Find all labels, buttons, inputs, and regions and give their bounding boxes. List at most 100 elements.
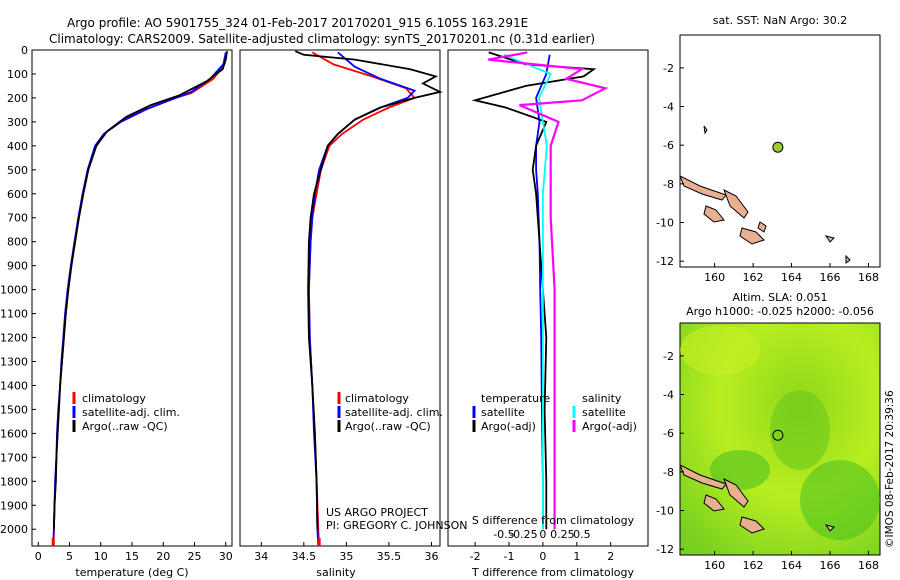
x-tick-label: -2 [470, 550, 481, 563]
x-tick-label: 2 [607, 550, 614, 563]
depth-tick-label: 1700 [0, 451, 28, 464]
depth-tick-label: 1900 [0, 499, 28, 512]
map-y-tick-label: -2 [663, 350, 674, 363]
map-y-tick-label: -4 [663, 101, 674, 114]
map-y-tick-label: -6 [663, 139, 674, 152]
depth-tick-label: 1500 [0, 403, 28, 416]
depth-tick-label: 200 [7, 92, 28, 105]
depth-tick-label: 700 [7, 212, 28, 225]
x-tick-label: 5 [66, 550, 73, 563]
depth-tick-label: 1100 [0, 308, 28, 321]
x-tick-label: 25 [188, 550, 202, 563]
temperature-series [51, 51, 228, 547]
depth-tick-label: 1000 [0, 284, 28, 297]
x-tick-label: 36 [424, 550, 438, 563]
float-position-marker [772, 429, 784, 441]
header-line-1: Argo profile: AO 5901755_324 01-Feb-2017… [67, 16, 528, 30]
x-tick-label: 30 [219, 550, 233, 563]
depth-tick-label: 1600 [0, 427, 28, 440]
series-line-argo [294, 50, 443, 530]
legend-label-satellite: satellite-adj. clim. [345, 406, 443, 419]
salinity-x-ticks: 34 34.5 35 35.5 36 [254, 542, 438, 563]
series-line-s-satellite [503, 53, 552, 530]
map-y-tick-label: -4 [663, 389, 674, 402]
salinity-diff-tick-label: -0.25 [509, 528, 537, 541]
salinity-diff-tick-label: -0.5 [493, 528, 514, 541]
sst-map-ticks: 160 162 164 166 168 -2 -4 -6 -8 -10 -12 [656, 62, 879, 284]
map-y-tick-label: -10 [656, 505, 674, 518]
sst-map: sat. SST: NaN Argo: 30.2 160 162 164 166 168… [656, 14, 881, 284]
series-line-t-satellite [535, 54, 551, 530]
x-tick-label: -1 [504, 550, 515, 563]
map-x-tick-label: 164 [781, 271, 802, 284]
salinity-diff-tick-label: 0 [539, 528, 546, 541]
map-x-tick-label: 168 [858, 271, 879, 284]
sla-map-ticks: 160 162 164 166 168 -2 -4 -6 -8 -10 -12 [656, 350, 879, 572]
legend-label-satellite: satellite-adj. clim. [82, 406, 180, 419]
map-x-tick-label: 164 [781, 559, 802, 572]
x-tick-label: 35.5 [377, 550, 402, 563]
sla-map-field [680, 325, 880, 540]
depth-tick-label: 600 [7, 188, 28, 201]
depth-tick-label: 400 [7, 140, 28, 153]
project-annotation-line-2: PI: GREGORY C. JOHNSON [326, 519, 467, 532]
map-x-tick-label: 162 [743, 559, 764, 572]
difference-panel: -2 -1 0 1 2 -0.5-0.25 0 0.250.5 T difference fr… [447, 49, 649, 579]
difference-xlabel-temperature: T difference from climatology [471, 566, 634, 579]
sst-map-land [680, 125, 851, 264]
x-tick-label: 34 [254, 550, 268, 563]
series-line-climatology [307, 51, 417, 547]
salinity-xlabel: salinity [316, 566, 356, 579]
map-x-tick-label: 160 [704, 271, 725, 284]
map-y-tick-label: -10 [656, 217, 674, 230]
temperature-panel: 0 5 10 15 20 25 30 temperature (deg C) climato… [31, 49, 233, 579]
depth-tick-label: 800 [7, 236, 28, 249]
x-tick-label: 15 [125, 550, 139, 563]
legend-label-s-satellite: satellite [582, 406, 626, 419]
map-y-tick-label: -8 [663, 466, 674, 479]
series-line-climatology [52, 52, 227, 547]
temperature-legend: climatology satellite-adj. clim. Argo(..… [72, 392, 180, 433]
salinity-plot-frame [239, 49, 441, 547]
legend-label-t-argo: Argo(-adj) [481, 420, 536, 433]
temperature-plot-frame [31, 49, 233, 547]
legend-label-climatology: climatology [82, 392, 146, 405]
depth-tick-label: 1300 [0, 355, 28, 368]
depth-tick-label: 2000 [0, 523, 28, 536]
depth-tick-label: 0 [21, 44, 28, 57]
series-line-t-argo [471, 51, 597, 530]
project-annotation-line-1: US ARGO PROJECT [326, 506, 428, 519]
depth-tick-label: 300 [7, 116, 28, 129]
x-tick-label: 20 [156, 550, 170, 563]
difference-xlabel-salinity: S difference from climatology [472, 514, 635, 527]
legend-header-salinity: salinity [582, 392, 622, 405]
salinity-diff-tick-label: 0.25 [550, 528, 575, 541]
series-line-argo [53, 51, 228, 530]
legend-label-argo: Argo(..raw -QC) [345, 420, 431, 433]
float-position-marker [772, 141, 784, 153]
temperature-x-ticks: 0 5 10 15 20 25 30 [35, 542, 233, 563]
salinity-diff-tick-label: 0.5 [573, 528, 591, 541]
sst-map-title: sat. SST: NaN Argo: 30.2 [713, 14, 847, 27]
map-y-tick-label: -8 [663, 178, 674, 191]
map-x-tick-label: 162 [743, 271, 764, 284]
series-line-satellite-adj-clim [307, 51, 417, 547]
sla-map-subtitle: Argo h1000: -0.025 h2000: -0.056 [686, 305, 874, 318]
map-x-tick-label: 166 [820, 271, 841, 284]
difference-x-ticks: -2 -1 0 1 2 -0.5-0.25 0 0.250.5 [470, 528, 615, 563]
legend-label-climatology: climatology [345, 392, 409, 405]
series-line-s-argo [488, 51, 609, 530]
depth-tick-label: 1800 [0, 475, 28, 488]
x-tick-label: 35 [339, 550, 353, 563]
salinity-panel: 34 34.5 35 35.5 36 salinity climatology sate… [239, 49, 467, 579]
x-tick-label: 34.5 [292, 550, 317, 563]
x-tick-label: 10 [94, 550, 108, 563]
map-x-tick-label: 160 [704, 559, 725, 572]
sla-map: Altim. SLA: 0.051 Argo h1000: -0.025 h20… [656, 291, 881, 572]
depth-tick-label: 500 [7, 164, 28, 177]
legend-label-argo: Argo(..raw -QC) [82, 420, 168, 433]
salinity-series [294, 50, 443, 547]
sla-map-title: Altim. SLA: 0.051 [732, 291, 827, 304]
depth-axis: 0 100 200 300 400 500 600 700 800 900 1000 1100 1200… [0, 44, 36, 536]
difference-plot-frame [447, 49, 649, 547]
